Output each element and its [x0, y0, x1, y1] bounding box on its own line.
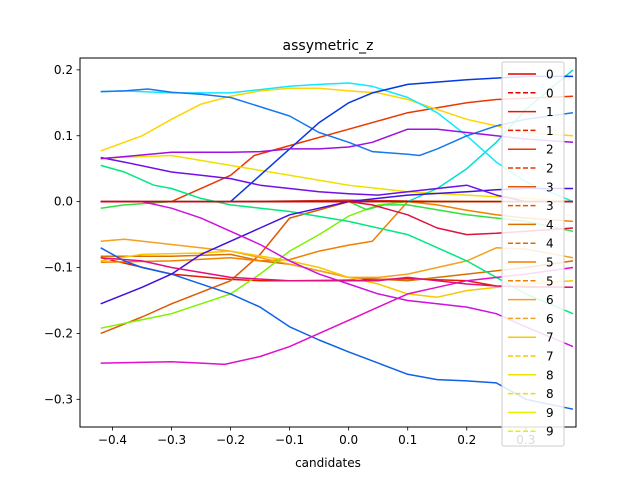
legend-label: 6	[546, 312, 554, 326]
legend-label: 6	[546, 293, 554, 307]
legend-label: 3	[546, 180, 554, 194]
series-line-8	[100, 250, 574, 298]
legend-label: 9	[546, 406, 554, 420]
x-tick-label: −0.3	[157, 433, 186, 447]
series-layer	[100, 69, 574, 410]
y-tick-label: 0.0	[54, 195, 73, 209]
plot-frame	[79, 57, 577, 428]
legend: 0 0 1 1 2 2 3 3 4 4 5 5 6 6 7 7 8 8 9 9	[501, 61, 565, 447]
x-axis: −0.4−0.3−0.2−0.10.00.10.20.3	[98, 427, 535, 447]
series-line-20	[100, 156, 573, 203]
x-tick-label: −0.1	[275, 433, 304, 447]
legend-label: 0	[546, 68, 554, 82]
plot-area	[80, 58, 576, 427]
chart-title: assymetric_z	[283, 38, 374, 54]
series-line-21	[100, 128, 574, 160]
series-line-16	[100, 88, 574, 157]
x-axis-label: candidates	[295, 456, 361, 470]
legend-label: 5	[546, 274, 554, 288]
y-tick-label: 0.2	[54, 63, 73, 77]
series-line-3	[100, 95, 574, 203]
legend-label: 5	[546, 256, 554, 270]
y-tick-label: −0.2	[44, 326, 73, 340]
series-line-6	[100, 200, 574, 264]
series-line-17	[100, 247, 574, 410]
legend-label: 0	[546, 86, 554, 100]
legend-label: 4	[546, 218, 554, 232]
y-axis: −0.3 −0.2 −0.1 0.0 0.1 0.2	[44, 63, 80, 406]
legend-label: 8	[546, 387, 554, 401]
series-line-19	[100, 187, 573, 305]
legend-label: 1	[546, 105, 554, 119]
legend-box	[501, 61, 565, 447]
legend-label: 7	[546, 331, 554, 345]
series-line-18	[230, 75, 573, 203]
series-line-23	[100, 266, 574, 366]
x-tick-label: 0.2	[457, 433, 476, 447]
series-line-7	[100, 238, 574, 279]
legend-label: 3	[546, 199, 554, 213]
legend-label: 4	[546, 237, 554, 251]
legend-label: 2	[546, 162, 554, 176]
legend-label: 9	[546, 425, 554, 439]
y-tick-label: 0.1	[54, 129, 73, 143]
series-line-24	[100, 256, 573, 289]
x-tick-label: 0.1	[398, 433, 417, 447]
series-line-13	[100, 164, 574, 315]
legend-label: 2	[546, 143, 554, 157]
legend-label: 7	[546, 350, 554, 364]
x-tick-label: −0.4	[98, 433, 127, 447]
series-line-22	[100, 200, 574, 348]
y-tick-label: −0.1	[44, 261, 73, 275]
legend-label: 1	[546, 124, 554, 138]
series-line-9	[100, 87, 574, 152]
legend-label: 8	[546, 368, 554, 382]
x-tick-label: 0.0	[339, 433, 358, 447]
y-tick-label: −0.3	[44, 392, 73, 406]
x-tick-label: −0.2	[216, 433, 245, 447]
